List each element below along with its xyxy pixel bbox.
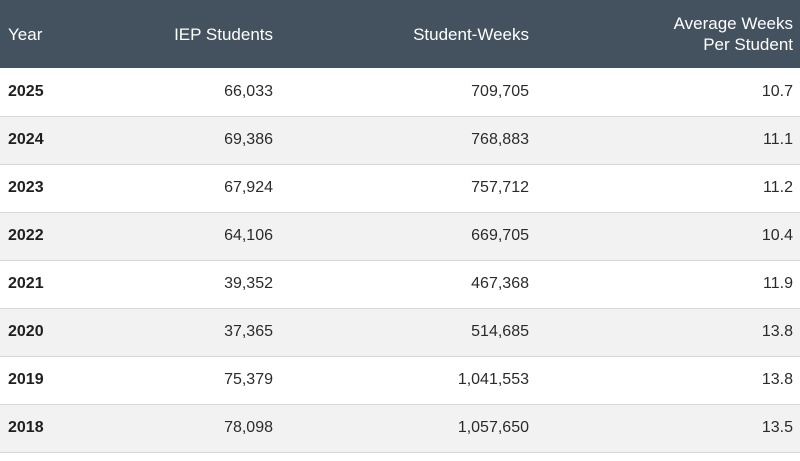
table-header: Year IEP Students Student-Weeks Average … [0,0,800,68]
year-cell: 2025 [8,82,44,100]
table-row: 2018 78,098 1,057,650 13.5 [0,404,800,452]
column-header-year: Year [8,24,43,44]
average-weeks-cell: 11.9 [763,275,793,292]
table-row: 2019 75,379 1,041,553 13.8 [0,356,800,404]
average-weeks-cell: 13.8 [761,371,793,388]
year-cell: 2019 [8,371,44,388]
column-header-average-weeks-per-student: Average Weeks Per Student [673,14,793,54]
student-weeks-cell: 1,057,650 [457,419,529,436]
year-cell: 2024 [8,131,44,148]
average-weeks-cell: 11.1 [763,131,793,148]
table-row: 2025 66,033 709,705 10.7 [0,68,800,116]
table-body: 2025 66,033 709,705 10.7 2024 69,386 768… [0,68,800,452]
average-weeks-cell: 11.2 [763,179,793,196]
student-weeks-cell: 669,705 [471,227,529,244]
student-weeks-cell: 514,685 [471,323,529,340]
iep-students-cell: 69,386 [224,131,273,148]
column-header-iep-students: IEP Students [174,24,273,44]
year-cell: 2022 [8,227,44,244]
table-row: 2024 69,386 768,883 11.1 [0,116,800,164]
iep-students-cell: 78,098 [224,419,273,436]
iep-students-cell: 66,033 [224,82,273,100]
student-weeks-cell: 467,368 [471,275,529,292]
iep-students-cell: 64,106 [224,227,273,244]
table-row: 2023 67,924 757,712 11.2 [0,164,800,212]
average-weeks-cell: 13.5 [761,419,793,436]
average-weeks-cell: 10.4 [761,227,793,244]
year-cell: 2021 [8,275,44,292]
student-weeks-cell: 1,041,553 [457,371,529,388]
year-cell: 2020 [8,323,44,340]
year-cell: 2023 [8,179,44,196]
student-weeks-cell: 768,883 [471,131,529,148]
header-row: Year IEP Students Student-Weeks Average … [0,0,800,68]
year-cell: 2018 [8,419,44,436]
average-weeks-cell: 10.7 [761,82,793,100]
average-weeks-cell: 13.8 [761,323,793,340]
student-weeks-cell: 757,712 [471,179,529,196]
iep-students-cell: 37,365 [224,323,273,340]
iep-students-cell: 67,924 [224,179,273,196]
table-row: 2021 39,352 467,368 11.9 [0,260,800,308]
column-header-student-weeks: Student-Weeks [413,24,529,44]
table-row: 2020 37,365 514,685 13.8 [0,308,800,356]
iep-students-cell: 75,379 [224,371,273,388]
table-row: 2022 64,106 669,705 10.4 [0,212,800,260]
iep-students-cell: 39,352 [224,275,273,292]
student-weeks-cell: 709,705 [471,82,529,100]
